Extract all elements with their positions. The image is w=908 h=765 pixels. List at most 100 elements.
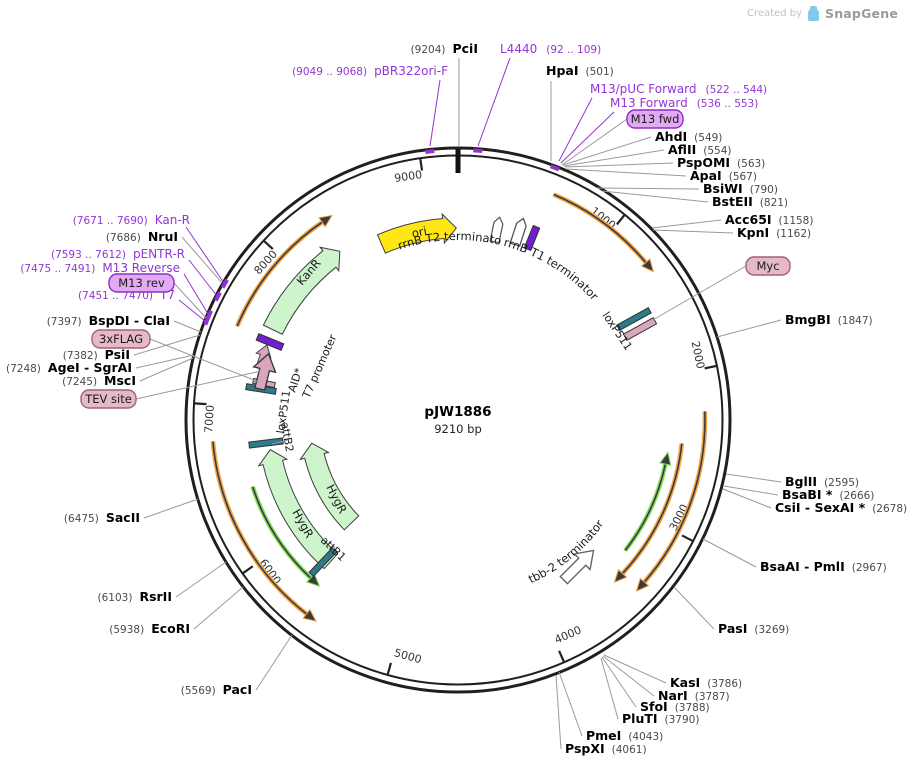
feature-arrow-kanr[interactable] (262, 246, 341, 335)
plasmid-name: pJW1886 (424, 404, 491, 420)
feature-mark-attb2[interactable] (248, 437, 284, 449)
site-label-ageI[interactable]: (7248) AgeI - SgrAI (6, 360, 132, 375)
site-label-pluTI[interactable]: PluTI (3790) (622, 711, 699, 726)
primer-m13fwd-pill[interactable] (626, 109, 684, 129)
site-label-pmeI[interactable]: PmeI (4043) (586, 728, 663, 743)
site-label-rsrII[interactable]: (6103) RsrII (98, 589, 172, 604)
site-name: PacI (223, 682, 252, 697)
site-label-kpnI[interactable]: KpnI (1162) (737, 225, 811, 240)
primer-leader-m13revp (183, 273, 209, 315)
site-label-mscI[interactable]: (7245) MscI (62, 373, 136, 388)
tag-tev-pill[interactable] (80, 389, 137, 409)
attb2-label-leader (271, 439, 289, 445)
feature-label-ori[interactable]: ori (410, 224, 427, 241)
feature-label-t7prom[interactable]: T7 promoter (299, 332, 339, 401)
feature-arrow-ori[interactable] (376, 212, 457, 254)
site-label-bsiWI[interactable]: BsiWI (790) (703, 181, 778, 196)
site-label-pacI[interactable]: (5569) PacI (181, 682, 252, 697)
site-label-aflII[interactable]: AflII (554) (668, 142, 731, 157)
site-label-kasI[interactable]: KasI (3786) (670, 675, 742, 690)
primer-label-m13puc[interactable]: M13/pUC Forward (522 .. 544) (590, 82, 767, 96)
site-label-hpaI[interactable]: HpaI (501) (546, 63, 614, 78)
scale-tick-label-4000: 4000 (553, 623, 584, 646)
tag-flag3x-pill[interactable] (91, 329, 151, 349)
site-label-apaI[interactable]: ApaI (567) (690, 168, 757, 183)
primer-name: L4440 (500, 42, 537, 56)
site-name: PspXI (565, 741, 605, 756)
feature-arrow-aid[interactable] (249, 351, 280, 392)
orf-arc-right-inner-core (622, 443, 683, 574)
feature-mark-attb1[interactable] (308, 546, 338, 578)
feature-arrow-tbb2-terminator[interactable] (556, 543, 601, 588)
feature-glyph-l4440-primer[interactable] (523, 224, 541, 252)
site-label-bspDI[interactable]: (7397) BspDI - ClaI (47, 313, 170, 328)
green-arc-lower-left-core (251, 486, 312, 579)
site-name: BspDI - ClaI (89, 313, 170, 328)
site-label-bsaAI[interactable]: BsaAI - PmlI (2967) (760, 559, 887, 574)
site-label-bstEII[interactable]: BstEII (821) (712, 194, 788, 209)
site-name: EcoRI (151, 621, 190, 636)
site-label-sacII[interactable]: (6475) SacII (64, 510, 140, 525)
feature-mark-myc-tag[interactable] (622, 317, 658, 341)
leader-line-bspDI (173, 320, 202, 333)
leader-line-narI (602, 655, 655, 697)
primer-label-m13revp[interactable]: (7475 .. 7491) M13 Reverse (20, 261, 180, 275)
leader-line-ecoRI (193, 586, 244, 630)
site-label-pciI[interactable]: (9204) PciI (411, 41, 478, 56)
feature-arrow-hygr-outer[interactable] (257, 449, 339, 570)
site-name: NruI (148, 229, 178, 244)
feature-label-t1[interactable]: rrnB T1 terminator (502, 235, 601, 303)
tag-flag3x-leader (149, 338, 260, 383)
feature-mark-t7-promoter[interactable] (255, 332, 285, 352)
feature-glyph-rrnb-t2[interactable] (489, 216, 504, 244)
site-label-sfoI[interactable]: SfoI (3788) (640, 699, 710, 714)
site-label-csiI[interactable]: CsiI - SexAI * (2678) (775, 500, 907, 515)
site-label-ecoRI[interactable]: (5938) EcoRI (109, 621, 190, 636)
site-label-pspOMI[interactable]: PspOMI (563) (677, 155, 765, 170)
site-label-acc65I[interactable]: Acc65I (1158) (725, 212, 813, 227)
primer-label-pentr[interactable]: (7593 .. 7612) pENTR-R (51, 247, 185, 261)
site-name: ApaI (690, 168, 722, 183)
leader-line-nruI (181, 236, 223, 284)
tag-myc-pill[interactable] (745, 256, 791, 276)
site-name: BsaBI * (782, 487, 833, 502)
site-label-pspXI[interactable]: PspXI (4061) (565, 741, 647, 756)
leader-line-bmgBI (716, 319, 782, 338)
scale-tick-label-9000: 9000 (393, 168, 423, 185)
leader-line-kasI (603, 654, 667, 684)
leader-line-sacII (143, 498, 199, 519)
site-label-bmgBI[interactable]: BmgBI (1847) (785, 312, 873, 327)
primer-m13rev-pill[interactable] (108, 273, 175, 293)
site-name: KpnI (737, 225, 769, 240)
leader-line-bsaAI (702, 538, 757, 568)
orf-arc-upper-right (552, 192, 648, 264)
primer-label-kanrp[interactable]: (7671 .. 7690) Kan-R (73, 213, 190, 227)
leader-line-csiI (722, 488, 772, 509)
site-label-bglII[interactable]: BglII (2595) (785, 474, 859, 489)
feature-mark-loxp511-right[interactable] (616, 306, 652, 332)
feature-arrow-hygr-inner[interactable] (299, 442, 360, 531)
primer-label-pbr322[interactable]: (9049 .. 9068) pBR322ori-F (292, 64, 448, 78)
primer-label-m13fwdp[interactable]: M13 Forward (536 .. 553) (610, 96, 758, 110)
site-position: (6103) (98, 592, 133, 604)
site-label-bsaBI[interactable]: BsaBI * (2666) (782, 487, 874, 502)
site-name: HpaI (546, 63, 579, 78)
site-position: (554) (703, 145, 731, 157)
feature-label-loxl[interactable]: loxP511 (274, 389, 293, 434)
feature-label-attb2[interactable]: attB2 (278, 421, 296, 453)
site-label-nruI[interactable]: (7686) NruI (106, 229, 178, 244)
scale-tick-label-7000: 7000 (202, 404, 217, 433)
feature-glyph-rrnb-t1[interactable] (509, 217, 528, 247)
primer-label-l4440[interactable]: L4440 (92 .. 109) (500, 42, 601, 56)
primer-range: (7451 .. 7470) (78, 290, 153, 302)
orf-arc-upper-right-core (553, 193, 647, 264)
site-label-narI[interactable]: NarI (3787) (658, 688, 730, 703)
site-label-psiI[interactable]: (7382) PsiI (63, 347, 130, 362)
site-position: (3788) (675, 702, 710, 714)
site-label-ahdI[interactable]: AhdI (549) (655, 129, 722, 144)
tag-tev-leader (135, 370, 262, 400)
site-label-pasI[interactable]: PasI (3269) (718, 621, 789, 636)
site-position: (9204) (411, 44, 446, 56)
primer-leader-kanrp (185, 226, 225, 284)
